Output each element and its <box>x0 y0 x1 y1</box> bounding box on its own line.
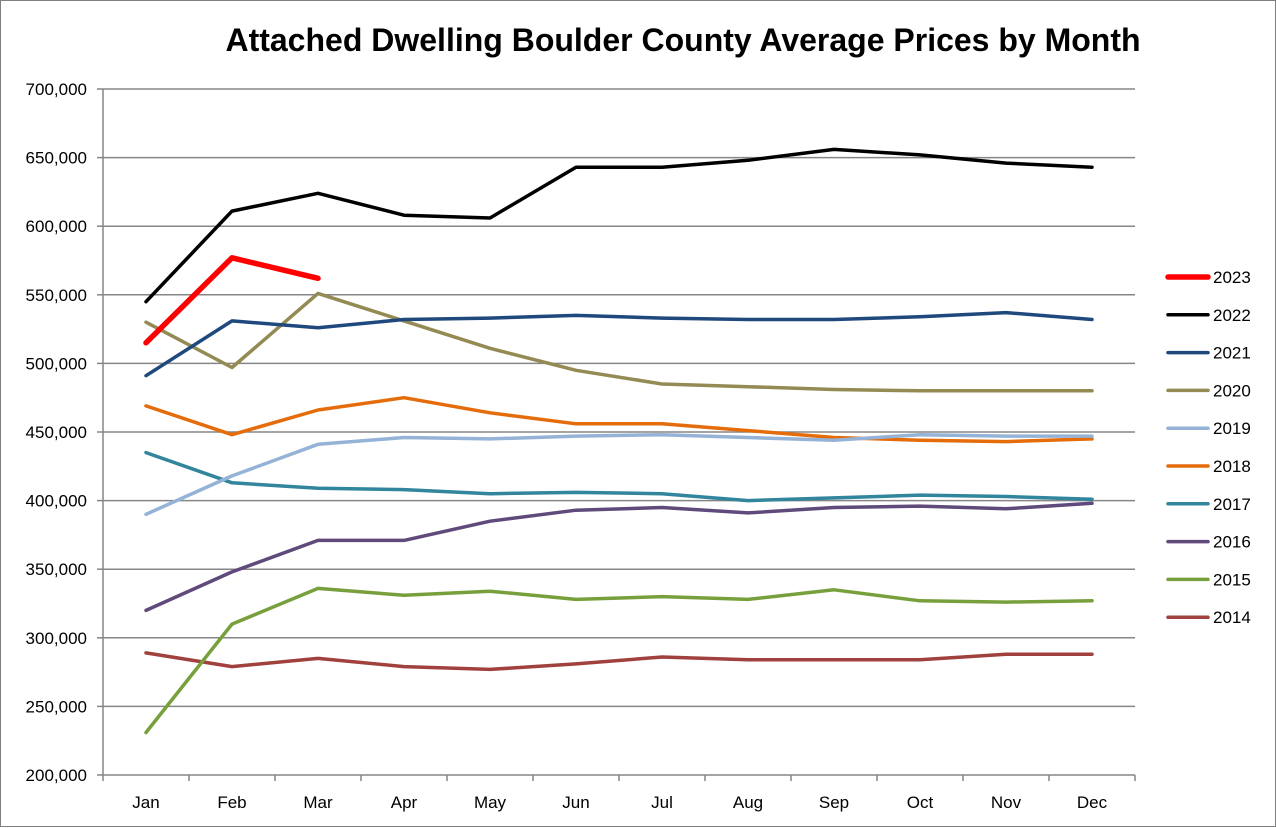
chart-title: Attached Dwelling Boulder County Average… <box>225 22 1140 58</box>
legend-label-2023: 2023 <box>1213 268 1251 287</box>
axes: 200,000 250,000 300,000 350,000 400,000 450,0… <box>26 80 1136 812</box>
x-tick-label-nov: Nov <box>991 793 1022 812</box>
legend-label-2017: 2017 <box>1213 495 1251 514</box>
x-tick-label-feb: Feb <box>217 793 246 812</box>
x-tick-label-jan: Jan <box>132 793 159 812</box>
legend-label-2021: 2021 <box>1213 344 1251 363</box>
x-tick-label-may: May <box>474 793 507 812</box>
x-tick-label-oct: Oct <box>907 793 934 812</box>
series-line-2023 <box>143 255 321 346</box>
series-lines <box>143 147 1094 735</box>
y-tick-label: 200,000 <box>26 766 87 785</box>
y-tick-label: 250,000 <box>26 697 87 716</box>
x-tick-label-jun: Jun <box>562 793 589 812</box>
y-tick-label: 300,000 <box>26 629 87 648</box>
x-tick-label-dec: Dec <box>1077 793 1108 812</box>
legend-label-2015: 2015 <box>1213 570 1251 589</box>
legend-label-2018: 2018 <box>1213 457 1251 476</box>
x-tick-label-apr: Apr <box>391 793 418 812</box>
legend-label-2019: 2019 <box>1213 419 1251 438</box>
x-tick-label-jul: Jul <box>651 793 673 812</box>
y-tick-label: 400,000 <box>26 492 87 511</box>
y-tick-label: 500,000 <box>26 354 87 373</box>
y-tick-label: 650,000 <box>26 149 87 168</box>
legend: 2023 2022 2021 2020 2019 2018 2017 2016 2015 2014 <box>1165 268 1251 627</box>
series-line-2019 <box>144 432 1094 517</box>
legend-label-2020: 2020 <box>1213 381 1251 400</box>
series-line-2018 <box>144 395 1094 444</box>
x-tick-label-mar: Mar <box>303 793 333 812</box>
series-line-2020 <box>144 291 1094 393</box>
y-tick-label: 550,000 <box>26 286 87 305</box>
y-tick-label: 600,000 <box>26 217 87 236</box>
series-line-2017 <box>144 450 1094 503</box>
y-tick-label: 350,000 <box>26 560 87 579</box>
legend-label-2022: 2022 <box>1213 306 1251 325</box>
legend-label-2014: 2014 <box>1213 608 1251 627</box>
series-line-2022 <box>144 147 1094 304</box>
gridlines <box>103 88 1135 708</box>
series-line-2016 <box>144 501 1094 613</box>
legend-label-2016: 2016 <box>1213 533 1251 552</box>
y-tick-label: 700,000 <box>26 80 87 99</box>
x-tick-label-sep: Sep <box>819 793 849 812</box>
series-line-2014 <box>144 651 1094 672</box>
y-tick-label: 450,000 <box>26 423 87 442</box>
series-line-2015 <box>144 586 1094 735</box>
series-line-2021 <box>144 310 1094 378</box>
x-tick-label-aug: Aug <box>733 793 763 812</box>
